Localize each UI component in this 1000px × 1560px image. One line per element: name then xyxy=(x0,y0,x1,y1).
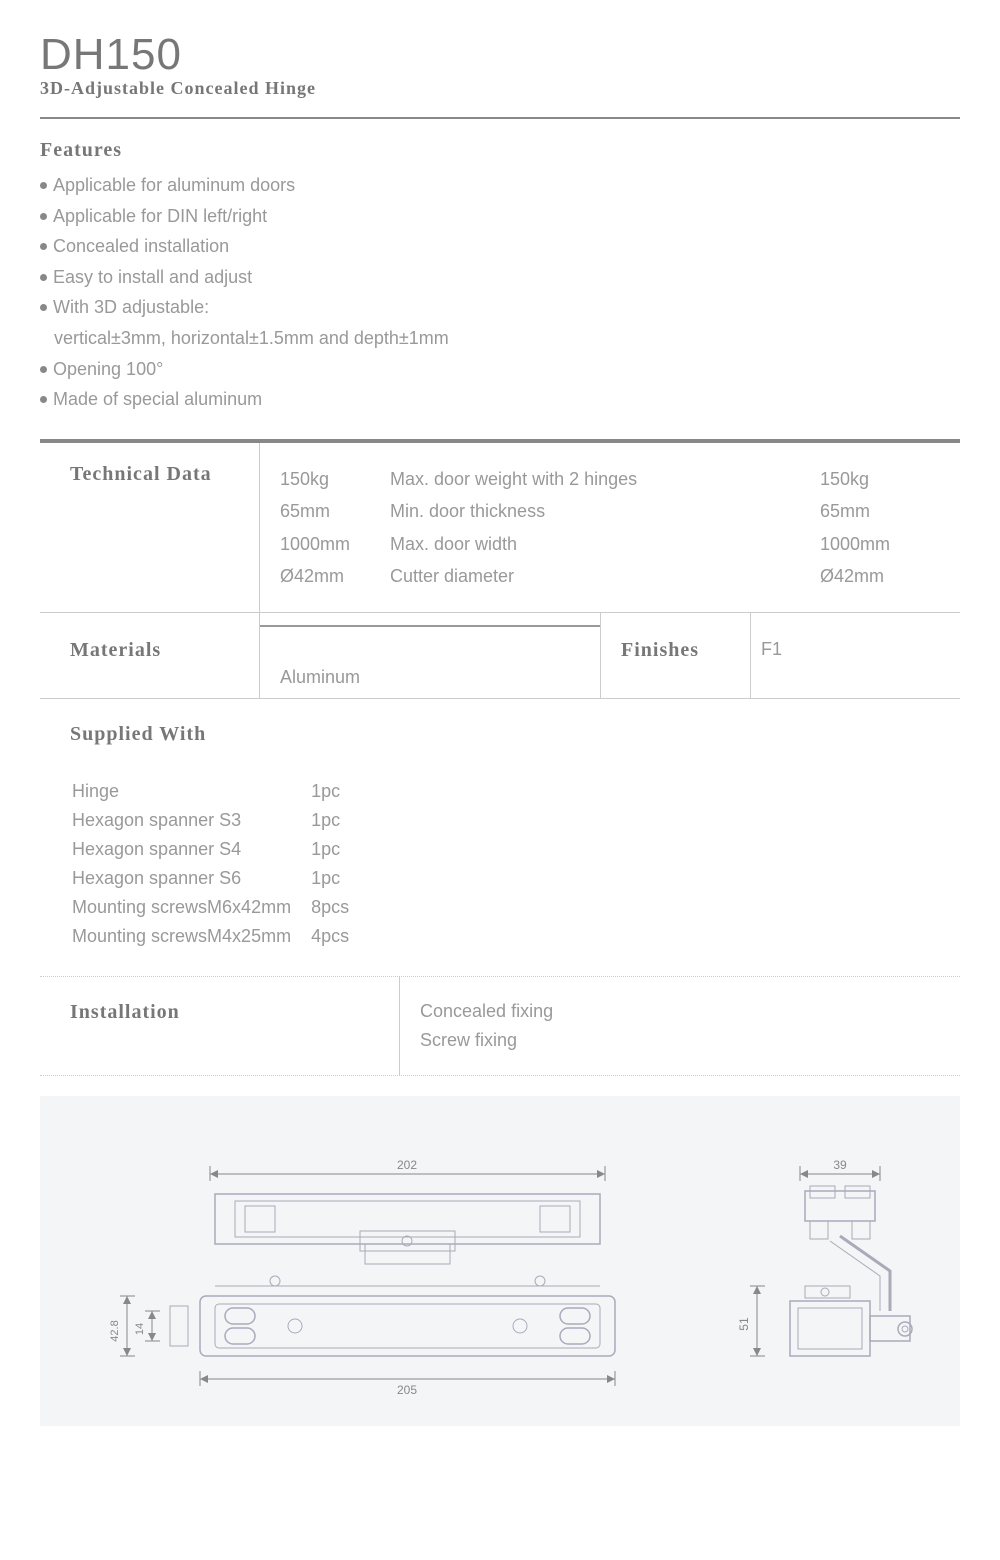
tech-value: 65mm xyxy=(280,495,390,527)
tech-desc: Max. door weight with 2 hinges xyxy=(390,463,820,495)
supplied-row: Mounting screwsM6x42mm8pcs xyxy=(72,894,367,921)
supplied-qty: 1pc xyxy=(311,807,367,834)
product-subtitle: 3D-Adjustable Concealed Hinge xyxy=(40,78,960,99)
feature-item: Made of special aluminum xyxy=(40,384,960,415)
materials-value: Aluminum xyxy=(260,625,600,698)
tech-value: 65mm xyxy=(820,495,960,527)
dim-width-top: 202 xyxy=(397,1158,417,1172)
materials-heading: Materials xyxy=(70,639,259,662)
technical-values-col1: 150kg65mm1000mmØ42mm xyxy=(260,443,390,613)
installation-values: Concealed fixingScrew fixing xyxy=(400,977,553,1075)
materials-finishes-row: Materials Aluminum Finishes F1 xyxy=(40,613,960,699)
supplied-qty: 1pc xyxy=(311,836,367,863)
finishes-heading: Finishes xyxy=(621,639,750,662)
feature-item: Easy to install and adjust xyxy=(40,262,960,293)
supplied-table: Hinge1pcHexagon spanner S31pcHexagon spa… xyxy=(70,776,369,952)
dim-height-outer: 42.8 xyxy=(109,1320,121,1341)
supplied-row: Hexagon spanner S61pc xyxy=(72,865,367,892)
supplied-qty: 4pcs xyxy=(311,923,367,950)
technical-heading: Technical Data xyxy=(70,463,259,486)
dim-side-height: 51 xyxy=(737,1317,751,1331)
supplied-qty: 8pcs xyxy=(311,894,367,921)
supplied-qty: 1pc xyxy=(311,865,367,892)
installation-heading: Installation xyxy=(70,1001,399,1024)
technical-diagram: 202 xyxy=(40,1096,960,1426)
dim-width-bottom: 205 xyxy=(397,1383,417,1396)
product-model: DH150 xyxy=(40,30,960,80)
installation-value: Concealed fixing xyxy=(420,997,553,1026)
tech-value: 150kg xyxy=(280,463,390,495)
feature-item: vertical±3mm, horizontal±1.5mm and depth… xyxy=(40,323,960,354)
features-heading: Features xyxy=(40,139,960,162)
supplied-with-section: Supplied With Hinge1pcHexagon spanner S3… xyxy=(40,699,960,977)
feature-item: With 3D adjustable: xyxy=(40,292,960,323)
supplied-item: Mounting screwsM4x25mm xyxy=(72,923,309,950)
feature-item: Opening 100° xyxy=(40,354,960,385)
tech-value: 150kg xyxy=(820,463,960,495)
technical-data-row: Technical Data 150kg65mm1000mmØ42mm Max.… xyxy=(40,443,960,614)
tech-value: 1000mm xyxy=(820,528,960,560)
tech-value: Ø42mm xyxy=(820,560,960,592)
tech-desc: Min. door thickness xyxy=(390,495,820,527)
tech-desc: Max. door width xyxy=(390,528,820,560)
technical-values-col3: 150kg65mm1000mmØ42mm xyxy=(820,443,960,613)
supplied-item: Mounting screwsM6x42mm xyxy=(72,894,309,921)
supplied-row: Hexagon spanner S41pc xyxy=(72,836,367,863)
feature-item: Concealed installation xyxy=(40,231,960,262)
dim-side-width: 39 xyxy=(833,1158,847,1172)
supplied-item: Hexagon spanner S3 xyxy=(72,807,309,834)
supplied-item: Hexagon spanner S4 xyxy=(72,836,309,863)
supplied-row: Mounting screwsM4x25mm4pcs xyxy=(72,923,367,950)
features-list: Applicable for aluminum doorsApplicable … xyxy=(40,170,960,415)
supplied-item: Hexagon spanner S6 xyxy=(72,865,309,892)
supplied-row: Hexagon spanner S31pc xyxy=(72,807,367,834)
side-view-drawing: 39 51 xyxy=(710,1136,930,1396)
technical-descriptions: Max. door weight with 2 hingesMin. door … xyxy=(390,443,820,613)
header-divider xyxy=(40,117,960,119)
supplied-heading: Supplied With xyxy=(70,723,960,746)
supplied-row: Hinge1pc xyxy=(72,778,367,805)
installation-value: Screw fixing xyxy=(420,1026,553,1055)
supplied-item: Hinge xyxy=(72,778,309,805)
tech-desc: Cutter diameter xyxy=(390,560,820,592)
feature-item: Applicable for DIN left/right xyxy=(40,201,960,232)
installation-row: Installation Concealed fixingScrew fixin… xyxy=(40,977,960,1076)
dim-height-inner: 14 xyxy=(134,1323,146,1335)
finishes-value: F1 xyxy=(750,613,960,698)
supplied-qty: 1pc xyxy=(311,778,367,805)
front-view-drawing: 202 xyxy=(70,1136,670,1396)
feature-item: Applicable for aluminum doors xyxy=(40,170,960,201)
tech-value: 1000mm xyxy=(280,528,390,560)
tech-value: Ø42mm xyxy=(280,560,390,592)
